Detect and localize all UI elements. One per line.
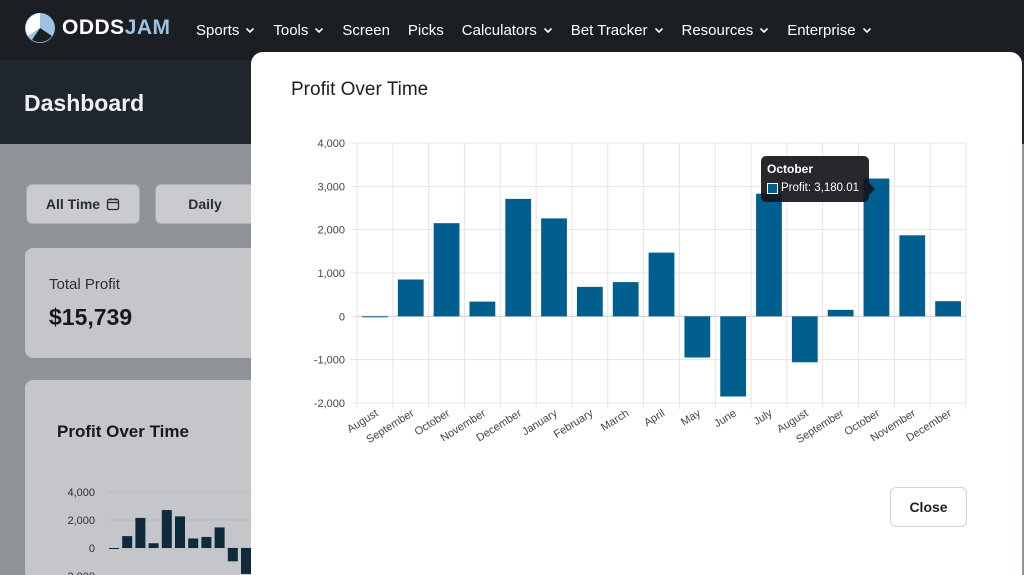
top-navbar: ODDSJAM Sports Tools Screen Picks Calculator…	[0, 0, 1024, 60]
profit-chart-modal: Profit Over Time 4,000 3,000 2,000 1,000 0 -1…	[251, 52, 1022, 575]
x-tick-label: April	[642, 407, 667, 429]
mini-bar-3	[148, 543, 159, 548]
bar-2[interactable]	[433, 223, 460, 317]
daily-label: Daily	[188, 196, 222, 212]
chevron-down-icon	[760, 27, 769, 34]
nav-item-tools[interactable]: Tools	[273, 22, 324, 39]
mini-bar-9	[227, 548, 238, 562]
nav-item-label: Enterprise	[787, 21, 856, 39]
nav-item-sports[interactable]: Sports	[196, 22, 255, 39]
chevron-down-icon	[246, 27, 255, 34]
bar-1[interactable]	[397, 279, 424, 317]
nav-item-label: Sports	[196, 21, 240, 39]
nav-item-label: Tools	[273, 21, 309, 39]
y-tick-label: 0	[339, 311, 345, 323]
nav-item-resources[interactable]: Resources	[682, 22, 770, 39]
tooltip-value: Profit: 3,180.01	[781, 182, 859, 194]
nav-item-bet-tracker[interactable]: Bet Tracker	[571, 22, 664, 39]
profit-bar-chart: 4,0003,0002,0001,0000-1,000-2,000AugustS…	[314, 138, 967, 446]
logo-mark-icon	[25, 13, 55, 43]
profit-card-title: Profit Over Time	[57, 422, 189, 441]
nav-item-picks[interactable]: Picks	[408, 22, 444, 39]
total-profit-value: $15,739	[49, 304, 133, 330]
bar-4[interactable]	[505, 198, 532, 317]
mini-profit-chart: 4,000 2,000 0 -2,000	[64, 487, 265, 575]
mini-y-tick-label: 0	[89, 543, 95, 555]
mini-bar-4	[161, 510, 172, 548]
chevron-down-icon	[315, 27, 324, 34]
nav-item-calculators[interactable]: Calculators	[462, 22, 553, 39]
modal-title: Profit Over Time	[291, 79, 429, 100]
logo-text-odds: ODDS	[62, 16, 125, 39]
bar-13[interactable]	[827, 309, 854, 317]
daily-filter-button[interactable]: Daily	[155, 184, 255, 224]
all-time-label: All Time	[45, 196, 101, 212]
bar-6[interactable]	[576, 286, 603, 317]
x-tick-label: June	[712, 407, 739, 430]
y-tick-label: 3,000	[317, 181, 345, 193]
logo-text-jam: JAM	[124, 16, 171, 39]
bar-16[interactable]	[935, 301, 961, 317]
nav-item-label: Picks	[407, 21, 444, 39]
bar-10[interactable]	[720, 316, 747, 397]
nav-menu: Sports Tools Screen Picks Calculators Bet Tra…	[196, 0, 890, 60]
all-time-filter-button[interactable]: All Time	[26, 184, 140, 224]
calendar-icon	[106, 198, 120, 211]
total-profit-label: Total Profit	[49, 276, 120, 293]
mini-bar-10	[241, 548, 251, 574]
chevron-down-icon	[862, 27, 871, 34]
x-tick-label: February	[552, 407, 596, 441]
bar-0[interactable]	[362, 316, 388, 318]
page-title: Dashboard	[24, 90, 145, 116]
tooltip-swatch	[767, 182, 778, 194]
nav-item-label: Resources	[681, 21, 754, 39]
bar-9[interactable]	[684, 316, 711, 358]
bar-12[interactable]	[791, 316, 818, 363]
chevron-down-icon	[654, 27, 663, 34]
x-tick-label: July	[752, 407, 775, 428]
mini-bar-7	[201, 536, 212, 548]
y-tick-label: 2,000	[317, 225, 345, 237]
bar-7[interactable]	[612, 282, 639, 317]
bar-15[interactable]	[899, 235, 926, 317]
close-button[interactable]: Close	[890, 487, 967, 527]
oddsjam-logo[interactable]: ODDSJAM	[24, 12, 171, 44]
nav-item-label: Screen	[342, 21, 390, 39]
bar-11[interactable]	[756, 193, 782, 317]
mini-bar-8	[214, 527, 225, 548]
y-tick-label: 1,000	[317, 268, 345, 280]
mini-bar-0	[109, 548, 119, 549]
mini-y-tick-label: 4,000	[67, 487, 95, 499]
mini-y-tick-label: 2,000	[67, 515, 95, 527]
mini-bar-6	[188, 538, 199, 548]
logo-text: ODDSJAM	[62, 16, 171, 40]
bar-5[interactable]	[541, 218, 567, 317]
y-tick-label: 4,000	[317, 138, 345, 150]
nav-item-screen[interactable]: Screen	[342, 22, 390, 39]
mini-bar-1	[122, 536, 133, 548]
chevron-down-icon	[543, 27, 552, 34]
nav-item-label: Bet Tracker	[570, 21, 648, 39]
tooltip-caret	[869, 183, 875, 195]
x-tick-label: March	[599, 407, 631, 433]
x-tick-label: May	[679, 407, 703, 428]
mini-bar-2	[135, 517, 146, 548]
nav-item-enterprise[interactable]: Enterprise	[787, 22, 871, 39]
chart-tooltip: October Profit: 3,180.01	[761, 156, 875, 202]
tooltip-title: October	[767, 162, 814, 176]
bar-14[interactable]	[863, 178, 890, 317]
bar-3[interactable]	[469, 301, 496, 317]
y-tick-label: -2,000	[314, 398, 345, 410]
tooltip-row: Profit: 3,180.01	[767, 182, 859, 194]
profit-over-time-card[interactable]: Profit Over Time 4,000 2,000 0 -2,000	[25, 380, 265, 575]
y-tick-label: -1,000	[314, 355, 345, 367]
bar-8[interactable]	[648, 252, 675, 317]
total-profit-card: Total Profit $15,739	[25, 248, 265, 358]
mini-y-tick-label: -2,000	[64, 571, 95, 575]
nav-item-label: Calculators	[461, 21, 537, 39]
mini-bar-5	[175, 516, 185, 548]
